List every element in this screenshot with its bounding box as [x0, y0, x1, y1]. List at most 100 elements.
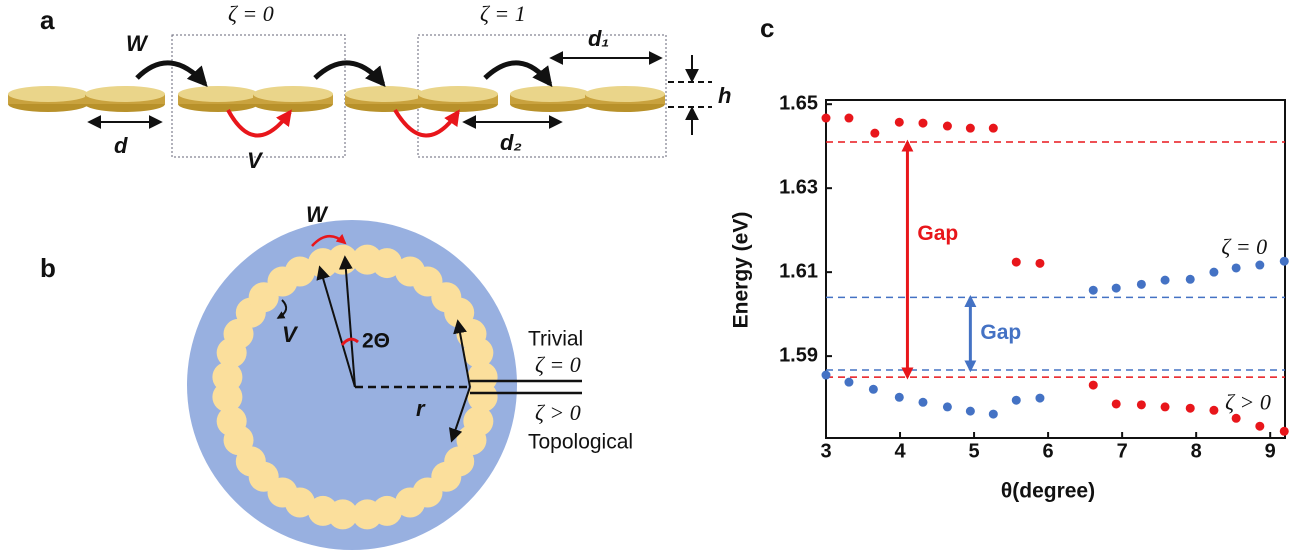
panel-b: b W V 2Θ r Trivial ζ = 0 ζ > 0 Topologic… — [40, 202, 633, 550]
disk — [418, 86, 498, 112]
data-point — [1232, 414, 1241, 423]
hop-arrow — [395, 110, 458, 136]
height-label: h — [718, 83, 731, 108]
disk-top — [510, 86, 590, 102]
data-point — [989, 124, 998, 133]
y-tick-label: 1.65 — [779, 92, 818, 114]
distance-label: d₁ — [588, 26, 609, 51]
data-point — [966, 124, 975, 133]
data-point — [1209, 406, 1218, 415]
data-point — [1161, 276, 1170, 285]
angle-label: 2Θ — [362, 330, 390, 353]
phase-label: Topological — [528, 431, 633, 454]
data-point — [1137, 400, 1146, 409]
data-point — [844, 378, 853, 387]
data-point — [822, 371, 831, 380]
y-tick-label: 1.61 — [779, 260, 818, 282]
x-axis-label: θ(degree) — [1001, 480, 1095, 503]
data-point — [1089, 286, 1098, 295]
hop-arrow — [315, 63, 383, 84]
data-point — [844, 114, 853, 123]
hop-arrow — [228, 110, 290, 136]
data-point — [1186, 404, 1195, 413]
disk-top — [85, 86, 165, 102]
zeta-label: ζ > 0 — [1225, 389, 1271, 414]
nanoparticle — [308, 248, 338, 278]
x-tick-label: 3 — [820, 440, 831, 462]
data-point — [1112, 399, 1121, 408]
x-tick-label: 6 — [1043, 440, 1054, 462]
figure: a W V ζ = 0 ζ = 1 d d₂ d₁ h b W V 2Θ r T… — [0, 0, 1307, 552]
panel-a: a W V ζ = 0 ζ = 1 d d₂ d₁ h — [8, 1, 731, 173]
y-tick-label: 1.59 — [779, 344, 818, 366]
hop-label: V — [282, 322, 299, 347]
x-tick-label: 8 — [1191, 440, 1202, 462]
disk-top — [253, 86, 333, 102]
x-tick-label: 4 — [894, 440, 906, 462]
data-point — [1035, 259, 1044, 268]
data-point — [1012, 258, 1021, 267]
disk-top — [8, 86, 88, 102]
data-point — [1186, 275, 1195, 284]
data-point — [1209, 268, 1218, 277]
hop-label: W — [306, 202, 329, 227]
zeta-label: ζ > 0 — [535, 400, 581, 425]
disk — [253, 86, 333, 112]
hop-arrow — [485, 63, 550, 84]
x-tick-label: 7 — [1117, 440, 1128, 462]
data-point — [822, 114, 831, 123]
distance-label: d — [114, 133, 128, 158]
data-point — [1255, 422, 1264, 431]
data-point — [869, 385, 878, 394]
y-axis-label: Energy (eV) — [730, 212, 753, 329]
panel-label: a — [40, 5, 55, 35]
radius-label: r — [416, 396, 426, 421]
disk-top — [345, 86, 425, 102]
data-point — [1161, 402, 1170, 411]
data-point — [943, 402, 952, 411]
data-point — [989, 410, 998, 419]
data-point — [918, 398, 927, 407]
panel-label: b — [40, 253, 56, 283]
data-point — [1280, 427, 1289, 436]
data-point — [1112, 284, 1121, 293]
data-point — [895, 118, 904, 127]
disk — [8, 86, 88, 112]
data-point — [918, 119, 927, 128]
hop-arrow — [137, 63, 205, 84]
data-point — [1035, 394, 1044, 403]
zeta-label: ζ = 1 — [480, 1, 526, 26]
gap-label: Gap — [980, 321, 1021, 344]
disk-top — [418, 86, 498, 102]
hop-label: V — [247, 148, 264, 173]
phase-label: Trivial — [528, 328, 583, 351]
zeta-label: ζ = 0 — [535, 352, 581, 377]
distance-label: d₂ — [500, 130, 522, 155]
zeta-label: ζ = 0 — [1221, 234, 1267, 259]
gap-label: Gap — [917, 222, 958, 245]
disk — [85, 86, 165, 112]
data-point — [895, 393, 904, 402]
x-tick-label: 5 — [969, 440, 980, 462]
disk-top — [178, 86, 258, 102]
data-point — [1137, 280, 1146, 289]
disk-top — [585, 86, 665, 102]
x-tick-label: 9 — [1265, 440, 1276, 462]
data-point — [1089, 381, 1098, 390]
data-point — [870, 129, 879, 138]
hop-label: W — [126, 31, 149, 56]
y-tick-label: 1.63 — [779, 176, 818, 198]
zeta-label: ζ = 0 — [228, 1, 274, 26]
panel-c: c θ(degree) Energy (eV) 1.59 1.61 1.63 1.65… — [730, 13, 1289, 503]
data-point — [1012, 396, 1021, 405]
disk — [585, 86, 665, 112]
data-point — [943, 122, 952, 131]
data-point — [966, 407, 975, 416]
disk — [178, 86, 258, 112]
panel-label: c — [760, 13, 774, 43]
disk — [345, 86, 425, 112]
disk — [510, 86, 590, 112]
data-point — [1255, 261, 1264, 270]
data-point — [1232, 263, 1241, 272]
data-point — [1280, 257, 1289, 266]
